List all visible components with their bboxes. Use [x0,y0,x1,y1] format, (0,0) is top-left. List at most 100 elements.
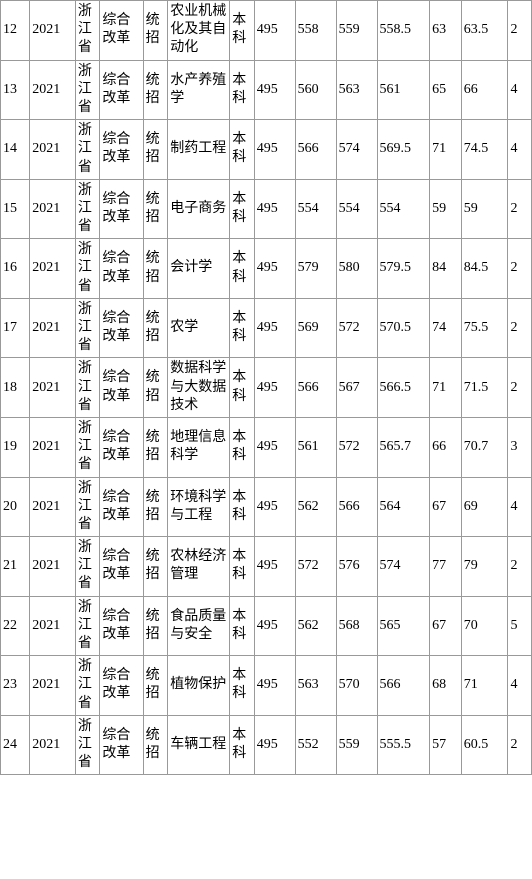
cell-n6: 70.7 [461,417,508,477]
cell-n6: 69 [461,477,508,537]
cell-n2: 552 [295,715,336,775]
cell-n5: 57 [430,715,462,775]
cell-type: 综合改革 [100,1,143,61]
cell-n1: 495 [254,120,295,180]
cell-n6: 60.5 [461,715,508,775]
cell-major: 制药工程 [168,120,230,180]
cell-idx: 17 [1,298,30,358]
cell-n4: 566.5 [377,358,430,418]
table-row: 172021浙江省综合改革统招农学本科495569572570.57475.52 [1,298,532,358]
cell-rec: 统招 [143,477,168,537]
cell-n1: 495 [254,656,295,716]
table-row: 212021浙江省综合改革统招农林经济管理本科49557257657477792 [1,537,532,597]
cell-n3: 567 [336,358,377,418]
cell-n3: 554 [336,179,377,239]
cell-level: 本科 [230,298,255,358]
cell-n7: 4 [508,60,532,120]
data-table: 122021浙江省综合改革统招农业机械化及其自动化本科495558559558.… [0,0,532,775]
cell-type: 综合改革 [100,179,143,239]
cell-major: 车辆工程 [168,715,230,775]
cell-n2: 569 [295,298,336,358]
cell-n5: 66 [430,417,462,477]
cell-rec: 统招 [143,417,168,477]
cell-n1: 495 [254,417,295,477]
cell-rec: 统招 [143,715,168,775]
cell-type: 综合改革 [100,358,143,418]
cell-type: 综合改革 [100,60,143,120]
cell-rec: 统招 [143,60,168,120]
cell-type: 综合改革 [100,656,143,716]
cell-level: 本科 [230,656,255,716]
cell-year: 2021 [30,298,76,358]
cell-level: 本科 [230,417,255,477]
cell-n2: 566 [295,120,336,180]
cell-n7: 3 [508,417,532,477]
cell-n4: 555.5 [377,715,430,775]
cell-n2: 579 [295,239,336,299]
cell-n7: 5 [508,596,532,656]
cell-n5: 68 [430,656,462,716]
cell-n3: 559 [336,715,377,775]
cell-major: 农学 [168,298,230,358]
cell-n2: 562 [295,477,336,537]
cell-year: 2021 [30,179,76,239]
cell-idx: 24 [1,715,30,775]
cell-year: 2021 [30,120,76,180]
cell-level: 本科 [230,179,255,239]
cell-n1: 495 [254,179,295,239]
cell-n3: 572 [336,417,377,477]
cell-idx: 18 [1,358,30,418]
cell-major: 电子商务 [168,179,230,239]
cell-n4: 554 [377,179,430,239]
cell-prov: 浙江省 [75,596,100,656]
cell-type: 综合改革 [100,298,143,358]
cell-n6: 71 [461,656,508,716]
cell-n4: 565 [377,596,430,656]
cell-level: 本科 [230,596,255,656]
cell-n4: 579.5 [377,239,430,299]
cell-prov: 浙江省 [75,298,100,358]
cell-n7: 2 [508,298,532,358]
cell-n1: 495 [254,1,295,61]
cell-n2: 562 [295,596,336,656]
cell-prov: 浙江省 [75,358,100,418]
cell-n1: 495 [254,537,295,597]
cell-level: 本科 [230,120,255,180]
cell-year: 2021 [30,239,76,299]
cell-n4: 566 [377,656,430,716]
cell-n3: 572 [336,298,377,358]
cell-n3: 580 [336,239,377,299]
table-row: 202021浙江省综合改革统招环境科学与工程本科4955625665646769… [1,477,532,537]
cell-rec: 统招 [143,358,168,418]
cell-major: 地理信息科学 [168,417,230,477]
table-row: 142021浙江省综合改革统招制药工程本科495566574569.57174.… [1,120,532,180]
cell-n7: 2 [508,1,532,61]
cell-rec: 统招 [143,656,168,716]
cell-type: 综合改革 [100,715,143,775]
cell-idx: 23 [1,656,30,716]
table-row: 162021浙江省综合改革统招会计学本科495579580579.58484.5… [1,239,532,299]
cell-n1: 495 [254,298,295,358]
cell-major: 会计学 [168,239,230,299]
cell-idx: 20 [1,477,30,537]
cell-n4: 561 [377,60,430,120]
cell-n3: 566 [336,477,377,537]
cell-n6: 63.5 [461,1,508,61]
cell-prov: 浙江省 [75,1,100,61]
cell-n6: 70 [461,596,508,656]
cell-n2: 560 [295,60,336,120]
cell-n4: 570.5 [377,298,430,358]
cell-rec: 统招 [143,120,168,180]
cell-level: 本科 [230,358,255,418]
cell-n5: 71 [430,358,462,418]
cell-n5: 67 [430,477,462,537]
cell-n5: 77 [430,537,462,597]
cell-year: 2021 [30,596,76,656]
cell-prov: 浙江省 [75,179,100,239]
cell-rec: 统招 [143,298,168,358]
cell-n4: 569.5 [377,120,430,180]
cell-n4: 574 [377,537,430,597]
cell-n7: 4 [508,656,532,716]
cell-prov: 浙江省 [75,60,100,120]
cell-n3: 574 [336,120,377,180]
